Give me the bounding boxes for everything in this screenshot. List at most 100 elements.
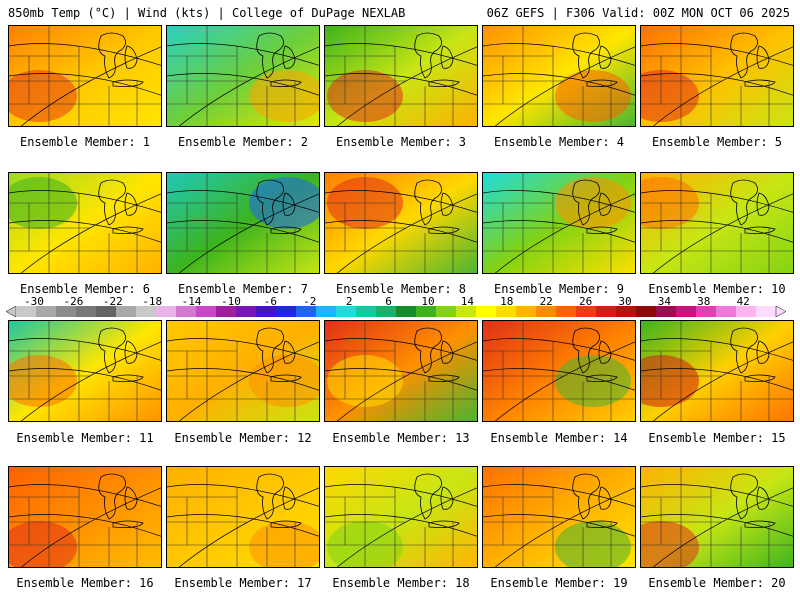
ensemble-member-label: Ensemble Member: 5 (651, 135, 783, 149)
ensemble-member-map (482, 320, 636, 422)
colorbar-tick-label: 2 (345, 295, 353, 308)
temperature-anomaly-area (555, 70, 631, 122)
colorbar-segment (676, 306, 697, 317)
great-lakes-outline (572, 473, 618, 528)
colorbar-segment (456, 306, 477, 317)
ensemble-member-label: Ensemble Member: 10 (648, 282, 786, 296)
great-lakes-outline (98, 179, 144, 234)
great-lakes-outline (572, 179, 618, 234)
colorbar-tick-label: 6 (385, 295, 392, 308)
colorbar-tick-label: -14 (181, 295, 202, 308)
colorbar-segment (316, 306, 337, 317)
ensemble-member-label: Ensemble Member: 14 (490, 431, 628, 445)
temperature-anomaly-area (249, 177, 319, 229)
ensemble-member-map (324, 172, 478, 274)
colorbar-min-arrow (6, 306, 17, 317)
colorbar-segment (636, 306, 657, 317)
wind-streamlines (641, 190, 793, 273)
colorbar-segment (376, 306, 397, 317)
colorbar-tick-label: -6 (263, 295, 278, 308)
ensemble-member-label: Ensemble Member: 3 (335, 135, 467, 149)
ensemble-member-label: Ensemble Member: 1 (19, 135, 151, 149)
colorbar-tick-label: 10 (421, 295, 435, 308)
ensemble-member-map (482, 466, 636, 568)
great-lakes-outline (414, 32, 460, 87)
ensemble-member-map (640, 466, 794, 568)
colorbar-tick-label: 18 (500, 295, 514, 308)
ensemble-member-map (482, 25, 636, 127)
colorbar-tick-label: 14 (460, 295, 475, 308)
colorbar-tick-label: 30 (618, 295, 632, 308)
great-lakes-outline (98, 473, 144, 528)
colorbar-tick-label: 38 (697, 295, 711, 308)
ensemble-member-map (324, 25, 478, 127)
great-lakes-outline (572, 327, 618, 382)
colorbar-segment (276, 306, 297, 317)
colorbar-tick-label: -10 (221, 295, 241, 308)
colorbar-segment (476, 306, 497, 317)
header-valid-time: 06Z GEFS | F306 Valid: 00Z MON OCT 06 20… (486, 6, 790, 20)
ensemble-member-label: Ensemble Member: 9 (493, 282, 625, 296)
ensemble-member-map (324, 320, 478, 422)
great-lakes-outline (414, 179, 460, 234)
ensemble-member-label: Ensemble Member: 12 (174, 431, 312, 445)
wind-streamlines (325, 338, 477, 421)
colorbar-segment (696, 306, 717, 317)
great-lakes-outline (730, 32, 776, 87)
colorbar-segment (116, 306, 137, 317)
great-lakes-outline (256, 179, 302, 234)
wind-streamlines (325, 484, 477, 567)
colorbar-segment (136, 306, 157, 317)
wind-streamlines (325, 43, 477, 126)
colorbar-tick-label: -30 (24, 295, 44, 308)
great-lakes-outline (256, 473, 302, 528)
great-lakes-outline (730, 473, 776, 528)
colorbar-segment (396, 306, 417, 317)
ensemble-member-map (482, 172, 636, 274)
colorbar-segment (416, 306, 437, 317)
ensemble-member-map (166, 172, 320, 274)
colorbar-tick-label: -26 (63, 295, 84, 308)
great-lakes-outline (414, 327, 460, 382)
temperature-anomaly-area (249, 70, 319, 122)
ensemble-member-map (166, 25, 320, 127)
great-lakes-outline (730, 327, 776, 382)
ensemble-member-map (166, 466, 320, 568)
great-lakes-outline (730, 179, 776, 234)
temperature-anomaly-area (9, 521, 77, 567)
ensemble-member-map (166, 320, 320, 422)
ensemble-member-label: Ensemble Member: 4 (493, 135, 625, 149)
ensemble-member-label: Ensemble Member: 16 (16, 576, 154, 590)
great-lakes-outline (98, 32, 144, 87)
colorbar-segment (76, 306, 97, 317)
ensemble-member-map (640, 25, 794, 127)
colorbar-segment (536, 306, 557, 317)
wind-streamlines (325, 190, 477, 273)
colorbar-segment (176, 306, 197, 317)
temperature-anomaly-area (9, 70, 77, 122)
wind-streamlines (641, 338, 793, 421)
ensemble-member-label: Ensemble Member: 2 (177, 135, 309, 149)
wind-streamlines (483, 484, 635, 567)
colorbar-segment (616, 306, 637, 317)
temperature-anomaly-area (641, 355, 699, 407)
ensemble-member-map (324, 466, 478, 568)
colorbar-segment (216, 306, 237, 317)
wind-streamlines (483, 338, 635, 421)
great-lakes-outline (98, 327, 144, 382)
wind-streamlines (167, 190, 319, 273)
colorbar-segment (596, 306, 617, 317)
colorbar-segment (336, 306, 357, 317)
colorbar-segment (196, 306, 217, 317)
temperature-anomaly-area (249, 521, 319, 567)
temperature-anomaly-area (555, 521, 631, 567)
wind-streamlines (641, 484, 793, 567)
ensemble-member-map (640, 172, 794, 274)
wind-streamlines (9, 190, 161, 273)
ensemble-member-map (640, 320, 794, 422)
ensemble-member-label: Ensemble Member: 7 (177, 282, 309, 296)
ensemble-member-label: Ensemble Member: 19 (490, 576, 628, 590)
temperature-anomaly-area (249, 355, 319, 407)
colorbar-segment (556, 306, 577, 317)
wind-streamlines (9, 338, 161, 421)
